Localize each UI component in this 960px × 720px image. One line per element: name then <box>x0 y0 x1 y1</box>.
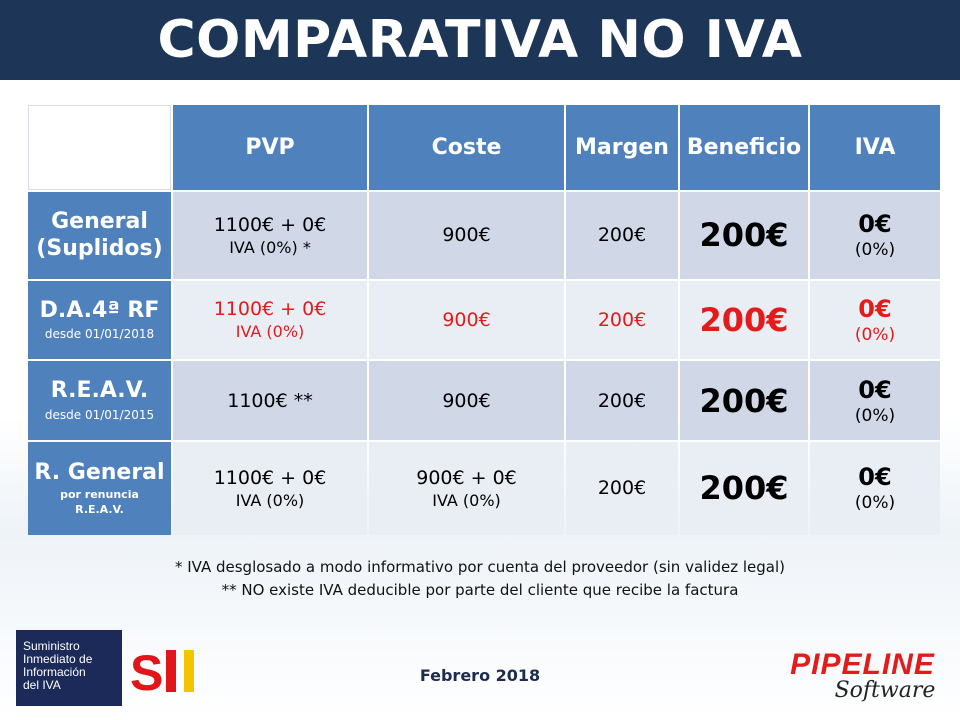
footnotes: * IVA desglosado a modo informativo por … <box>0 556 960 602</box>
pvp-value: 1100€ + 0€ <box>213 213 327 236</box>
iva-value: 0€ <box>858 375 892 404</box>
header-pvp: PVP <box>173 105 367 190</box>
row-label-line: D.A.4ª RF <box>39 297 160 323</box>
pipeline-brand: PIPELINE <box>790 648 935 681</box>
sii-logo: Suministro Inmediato de Información del … <box>16 630 212 706</box>
cell-pvp: 1100€ + 0€ IVA (0%) * <box>173 192 367 279</box>
cell-margen: 200€ <box>566 361 678 440</box>
cell-margen: 200€ <box>566 280 678 360</box>
row-label-r-general: R. General por renuncia R.E.A.V. <box>28 441 171 535</box>
title-bar: COMPARATIVA NO IVA <box>0 0 960 80</box>
iva-percent: (0%) <box>854 240 896 261</box>
header-beneficio: Beneficio <box>680 105 808 190</box>
coste-iva-note: IVA (0%) <box>432 490 501 510</box>
cell-margen: 200€ <box>566 192 678 279</box>
sii-logo-line: del IVA <box>23 678 61 692</box>
cell-pvp: 1100€ + 0€ IVA (0%) <box>173 280 367 360</box>
row-label-line: (Suplidos) <box>36 236 163 262</box>
row-label-line: R.E.A.V. <box>50 378 149 404</box>
pvp-iva-note: IVA (0%) <box>235 490 305 510</box>
coste-value: 900€ + 0€ <box>416 466 517 489</box>
iva-value: 0€ <box>858 210 892 239</box>
cell-coste: 900€ <box>369 361 564 440</box>
row-label-da4: D.A.4ª RF desde 01/01/2018 <box>28 280 171 360</box>
page-title: COMPARATIVA NO IVA <box>157 10 803 70</box>
header-coste: Coste <box>369 105 564 190</box>
pipeline-tagline: Software <box>834 678 936 703</box>
sii-logo-line: Inmediato de <box>23 652 93 666</box>
cell-iva: 0€ (0%) <box>810 192 940 279</box>
cell-iva: 0€ (0%) <box>810 441 940 535</box>
row-label-general: General (Suplidos) <box>28 192 171 279</box>
row-label-reav: R.E.A.V. desde 01/01/2015 <box>28 361 171 440</box>
sii-mark-icon: S <box>122 630 212 706</box>
pipeline-software-logo: PIPELINE Software <box>780 648 950 712</box>
row-label-line: R. General <box>34 459 165 485</box>
comparison-table: PVP Coste Margen Beneficio IVA General (… <box>26 103 942 537</box>
cell-pvp: 1100€ + 0€ IVA (0%) <box>173 441 367 535</box>
header-margen: Margen <box>566 105 678 190</box>
iva-percent: (0%) <box>854 493 896 514</box>
footnote: ** NO existe IVA deducible por parte del… <box>221 581 739 599</box>
table-row: D.A.4ª RF desde 01/01/2018 1100€ + 0€ IV… <box>28 280 940 360</box>
pvp-value: 1100€ + 0€ <box>213 466 327 489</box>
row-sublabel: por renuncia R.E.A.V. <box>28 488 171 518</box>
date-label: Febrero 2018 <box>419 666 541 685</box>
row-sublabel-line: por renuncia <box>60 488 139 502</box>
cell-coste: 900€ <box>369 192 564 279</box>
cell-coste: 900€ + 0€ IVA (0%) <box>369 441 564 535</box>
cell-beneficio: 200€ <box>680 441 808 535</box>
pvp-value: 1100€ + 0€ <box>213 298 327 321</box>
table-header-row: PVP Coste Margen Beneficio IVA <box>28 105 940 190</box>
table-row: R. General por renuncia R.E.A.V. 1100€ +… <box>28 441 940 535</box>
cell-beneficio: 200€ <box>680 280 808 360</box>
cell-iva: 0€ (0%) <box>810 280 940 360</box>
table-row: General (Suplidos) 1100€ + 0€ IVA (0%) *… <box>28 192 940 279</box>
cell-beneficio: 200€ <box>680 361 808 440</box>
cell-margen: 200€ <box>566 441 678 535</box>
pvp-iva-note: IVA (0%) * <box>229 237 311 257</box>
iva-value: 0€ <box>858 463 892 492</box>
table-corner-cell <box>28 105 171 190</box>
footnote: * IVA desglosado a modo informativo por … <box>174 558 786 576</box>
iva-percent: (0%) <box>854 324 896 345</box>
sii-logo-text: Suministro Inmediato de Información del … <box>16 630 122 706</box>
row-sublabel: desde 01/01/2018 <box>44 327 155 342</box>
sii-logo-line: Suministro <box>23 639 80 653</box>
iva-percent: (0%) <box>854 405 896 426</box>
row-label-line: General <box>51 208 148 234</box>
table-row: R.E.A.V. desde 01/01/2015 1100€ ** 900€ … <box>28 361 940 440</box>
row-sublabel: desde 01/01/2015 <box>44 407 155 422</box>
iva-value: 0€ <box>858 294 892 323</box>
cell-coste: 900€ <box>369 280 564 360</box>
comparison-table-container: PVP Coste Margen Beneficio IVA General (… <box>26 103 940 537</box>
sii-logo-line: Información <box>23 665 86 679</box>
pvp-iva-note: IVA (0%) <box>235 322 305 342</box>
cell-pvp: 1100€ ** <box>173 361 367 440</box>
row-sublabel-line: R.E.A.V. <box>75 503 124 517</box>
svg-text:S: S <box>130 645 163 701</box>
header-iva: IVA <box>810 105 940 190</box>
cell-beneficio: 200€ <box>680 192 808 279</box>
cell-iva: 0€ (0%) <box>810 361 940 440</box>
